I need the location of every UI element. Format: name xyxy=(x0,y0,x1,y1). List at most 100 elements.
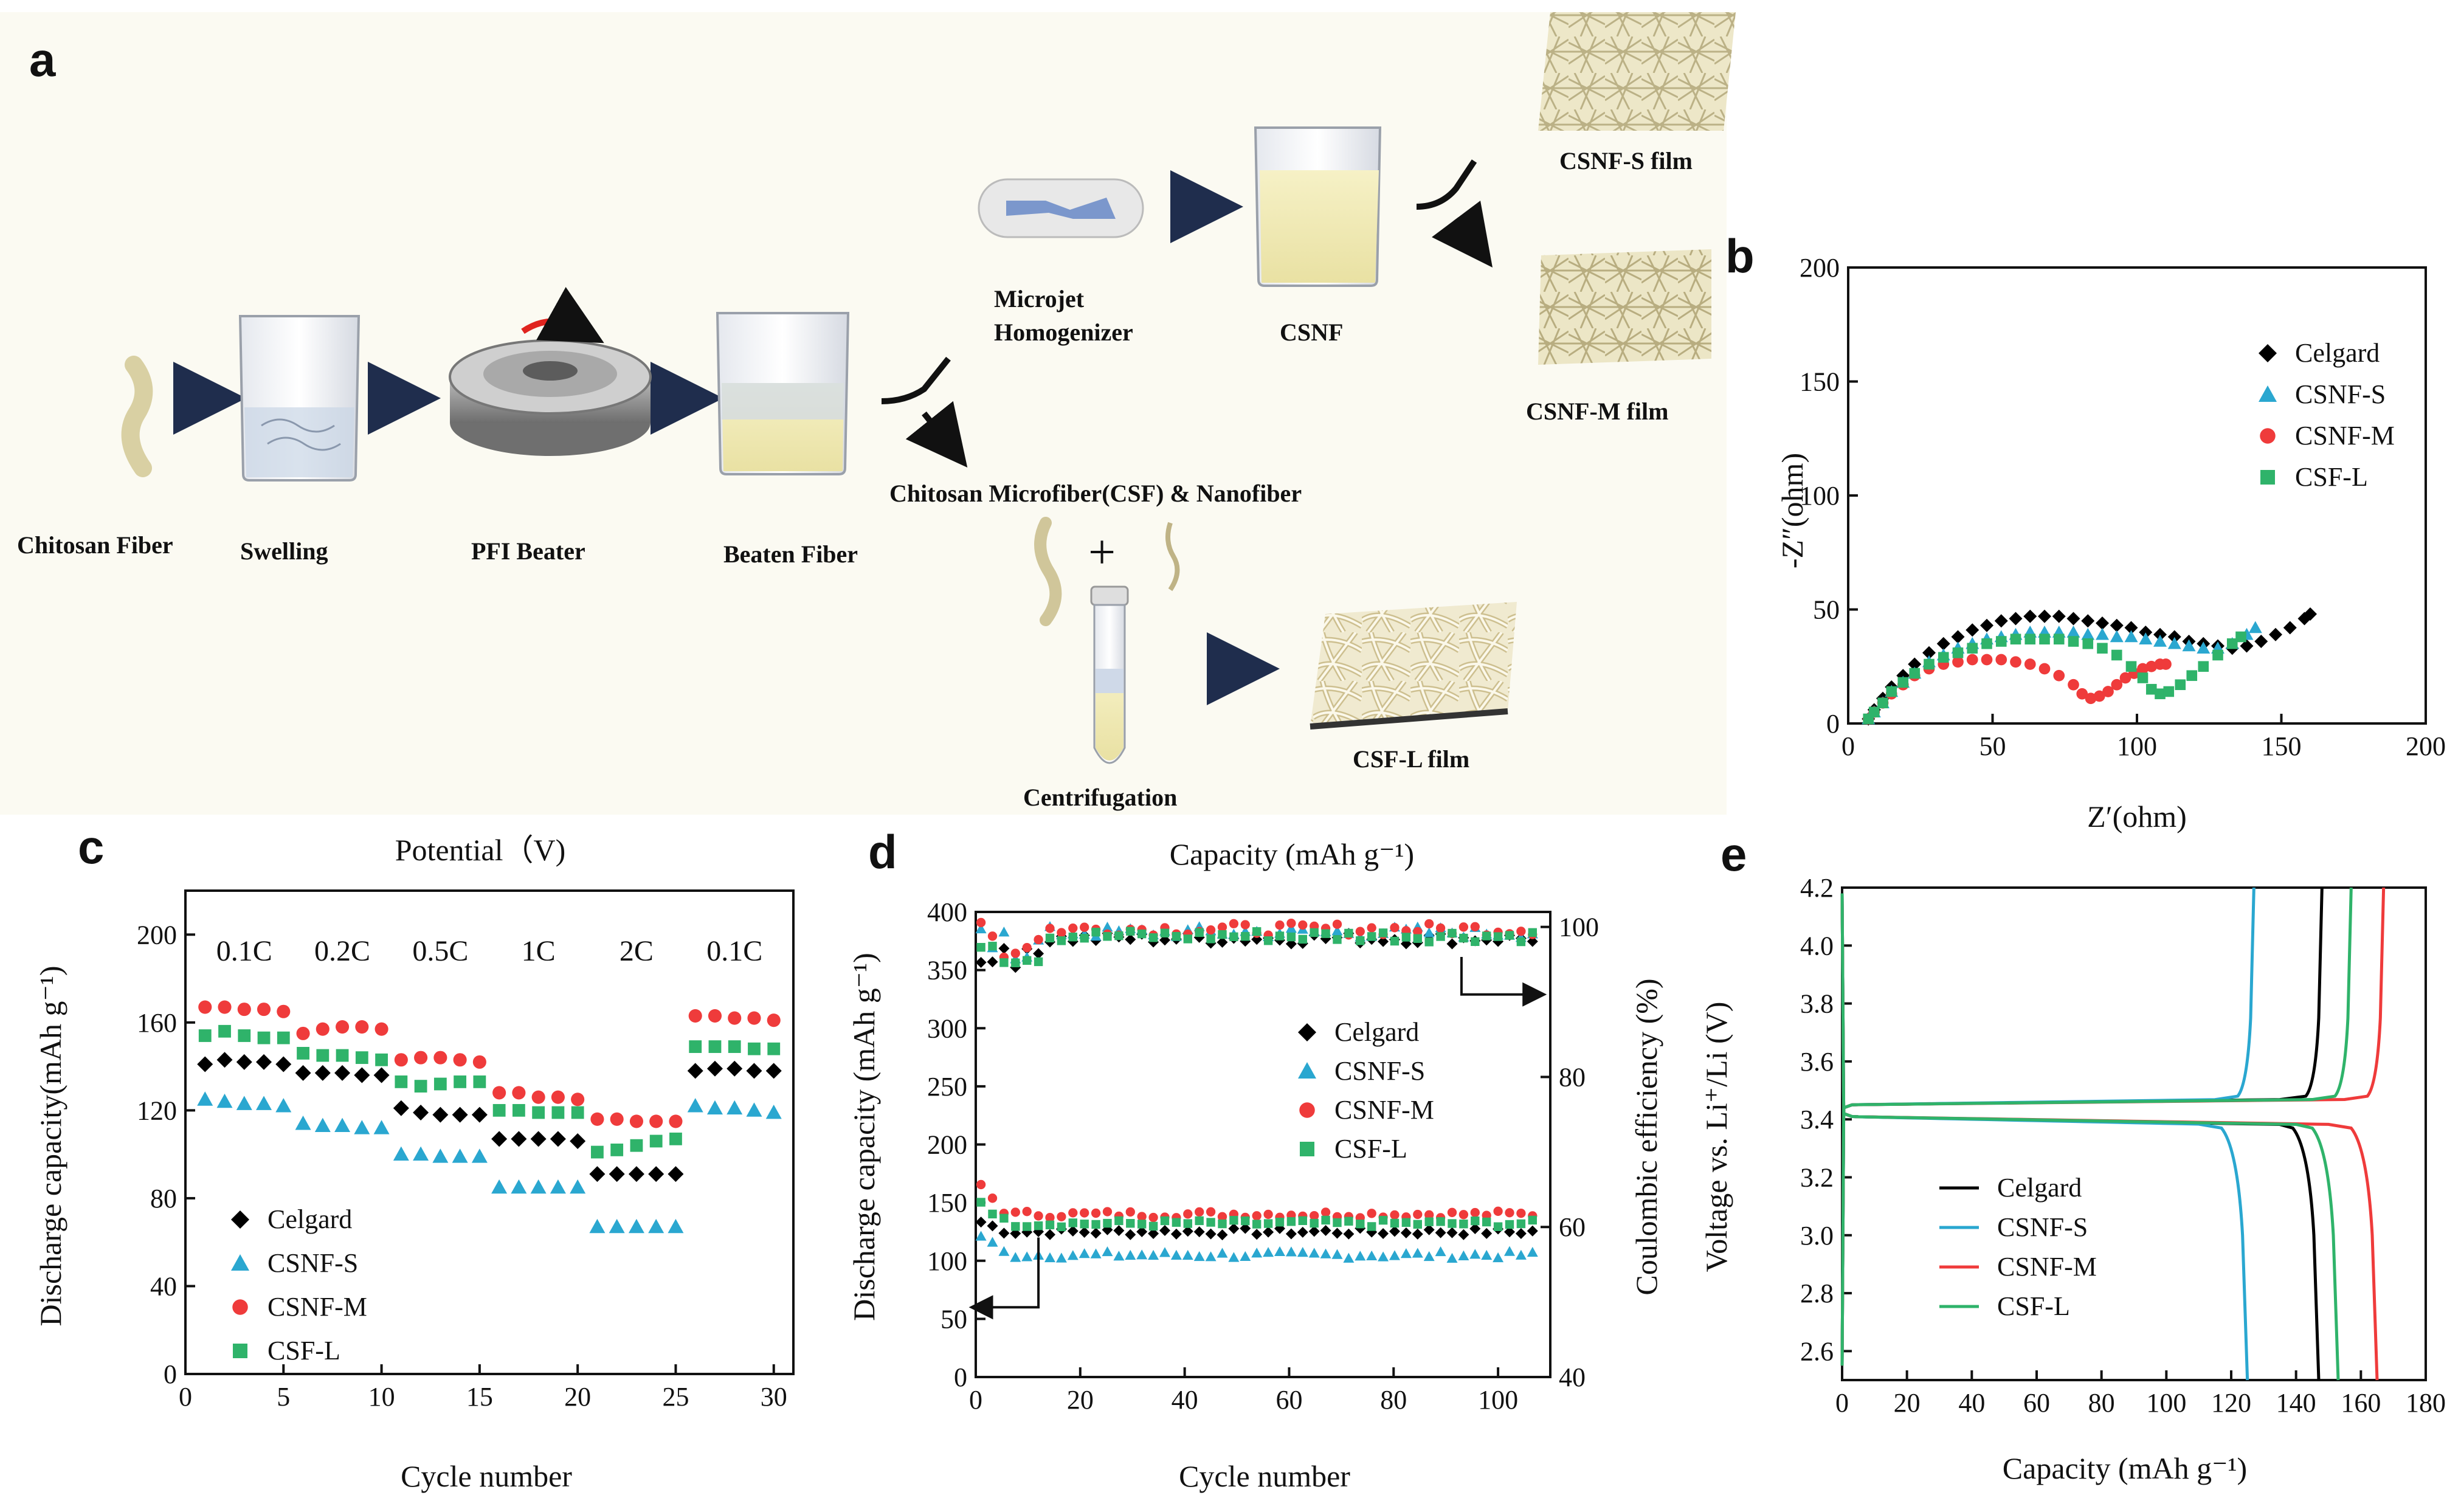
d-xtick-label: 40 xyxy=(1172,1385,1198,1415)
d-cap-point-celgard xyxy=(998,1227,1010,1239)
b-ytick-label: 200 xyxy=(1800,253,1840,283)
d-cap-point-celgard xyxy=(1503,1226,1515,1238)
b-legend-marker xyxy=(2259,385,2277,402)
b-point-csf_l xyxy=(2186,670,2198,682)
d-eff-point-csnf_m xyxy=(1022,943,1032,953)
c-xtick-label: 5 xyxy=(277,1382,290,1412)
pfi-beater xyxy=(449,287,652,456)
c-point-csnf_s xyxy=(491,1179,508,1194)
d-cap-point-celgard xyxy=(1469,1223,1481,1235)
c-point-celgard xyxy=(687,1063,703,1079)
b-point-csnf_m xyxy=(2111,678,2123,691)
d-eff-point-csf_l xyxy=(1516,937,1526,947)
d-cap-point-csnf_m xyxy=(1493,1206,1503,1216)
b-point-csf_l xyxy=(1967,643,1978,654)
b-point-csf_l xyxy=(1897,677,1909,688)
c-point-celgard xyxy=(609,1166,625,1182)
b-point-csf_l xyxy=(2082,638,2094,649)
d-cap-point-csnf_m xyxy=(1424,1210,1434,1220)
panel-b-nyquist: b -Z″(ohm) Z′(ohm) 0 50 100 150 200 0 50 100 150… xyxy=(1725,229,2446,834)
d-cap-point-celgard xyxy=(1527,1225,1538,1237)
d-eff-point-csf_l xyxy=(988,942,997,951)
d-cap-point-csf_l xyxy=(1310,1218,1319,1228)
c-point-csf_l xyxy=(277,1031,290,1044)
c-point-csnf_m xyxy=(355,1020,369,1034)
c-point-celgard xyxy=(275,1056,292,1072)
d-legend-label: Celgard xyxy=(1334,1017,1419,1047)
d-cap-point-celgard xyxy=(1435,1227,1446,1238)
c-point-csf_l xyxy=(238,1029,251,1042)
d-cap-point-csnf_s xyxy=(1193,1251,1205,1262)
c-point-csnf_s xyxy=(256,1096,272,1110)
c-point-csnf_m xyxy=(492,1086,506,1100)
b-point-csnf_m xyxy=(2137,663,2149,675)
d-eff-point-celgard xyxy=(1217,936,1228,948)
c-point-celgard xyxy=(668,1166,684,1182)
b-legend-label: Celgard xyxy=(2295,338,2380,368)
b-point-celgard xyxy=(2139,626,2153,639)
b-point-celgard xyxy=(1980,618,1993,632)
b-point-celgard xyxy=(1966,623,1979,637)
d-cap-point-csnf_s xyxy=(1274,1246,1285,1257)
d-cap-point-csf_l xyxy=(1286,1217,1296,1226)
e-xtick-label: 40 xyxy=(1958,1388,1985,1418)
d-y2tick-label: 80 xyxy=(1559,1062,1586,1092)
c-point-csnf_m xyxy=(669,1114,683,1128)
d-cap-point-celgard xyxy=(1136,1226,1148,1237)
d-cap-point-celgard xyxy=(1044,1229,1055,1240)
c-point-csnf_m xyxy=(296,1026,310,1040)
d-cap-point-celgard xyxy=(1148,1227,1159,1239)
d-cap-point-csf_l xyxy=(1413,1220,1422,1229)
c-point-csnf_s xyxy=(511,1179,527,1194)
e-xtick-label: 180 xyxy=(2406,1388,2446,1418)
b-point-csf_l xyxy=(1924,658,1935,670)
d-cap-point-celgard xyxy=(1113,1225,1125,1237)
centrifuge-tube xyxy=(1090,585,1129,764)
e-discharge-curve-celgard xyxy=(1840,893,2321,1381)
e-xtick-label: 120 xyxy=(2211,1388,2251,1418)
d-eff-point-csnf_m xyxy=(1206,925,1216,935)
d-legend-label: CSNF-S xyxy=(1334,1056,1425,1086)
d-cap-point-csf_l xyxy=(1045,1220,1055,1229)
b-point-csnf_m xyxy=(2068,678,2079,691)
panel-e-xlabel: Capacity (mAh g⁻¹) xyxy=(2003,1451,2247,1485)
panel-d-title: Capacity (mAh g⁻¹) xyxy=(1170,837,1414,871)
e-ytick-label: 3.0 xyxy=(1800,1221,1834,1251)
label-csnf: CSNF xyxy=(1280,319,1343,346)
d-eff-point-csf_l xyxy=(1413,934,1422,943)
d-cap-point-csf_l xyxy=(1103,1218,1112,1228)
d-cap-point-csnf_s xyxy=(1378,1251,1389,1262)
c-point-csnf_m xyxy=(728,1011,742,1025)
d-eff-point-csnf_m xyxy=(1413,927,1423,937)
d-eff-point-csf_l xyxy=(1137,929,1147,939)
b-point-csnf_m xyxy=(1981,654,1993,666)
d-cap-point-csnf_s xyxy=(1021,1251,1033,1262)
d-cap-point-csnf_s xyxy=(1148,1249,1159,1260)
c-point-csnf_s xyxy=(197,1091,213,1106)
c-point-csf_l xyxy=(630,1139,643,1152)
e-legend-label: CSNF-S xyxy=(1997,1212,2088,1242)
c-xtick-label: 0 xyxy=(179,1382,192,1412)
c-point-csnf_s xyxy=(706,1100,723,1115)
d-cap-point-csnf_s xyxy=(1308,1248,1320,1258)
d-cap-point-csf_l xyxy=(1057,1222,1066,1232)
d-cap-point-csf_l xyxy=(1034,1221,1043,1231)
d-ytick-label: 400 xyxy=(927,897,967,927)
c-point-csf_l xyxy=(454,1075,467,1088)
b-point-celgard xyxy=(2038,609,2051,623)
d-ytick-label: 200 xyxy=(927,1130,967,1160)
c-point-csnf_m xyxy=(218,1000,232,1014)
d-cap-point-csf_l xyxy=(1022,1222,1032,1231)
c-point-celgard xyxy=(432,1106,449,1123)
c-point-csnf_s xyxy=(373,1120,390,1134)
b-point-csf_l xyxy=(2125,661,2137,672)
beaten-fiber-beaker xyxy=(716,312,850,475)
d-eff-point-csnf_s xyxy=(1423,927,1435,937)
d-cap-point-csf_l xyxy=(1011,1222,1020,1231)
b-point-csnf_m xyxy=(1952,656,1964,668)
d-eff-point-csf_l xyxy=(1528,928,1537,937)
d-cap-point-celgard xyxy=(1079,1226,1090,1238)
d-cap-point-csnf_s xyxy=(1205,1251,1217,1262)
d-cap-point-csnf_s xyxy=(1113,1251,1125,1261)
b-point-csnf_m xyxy=(2076,688,2088,700)
